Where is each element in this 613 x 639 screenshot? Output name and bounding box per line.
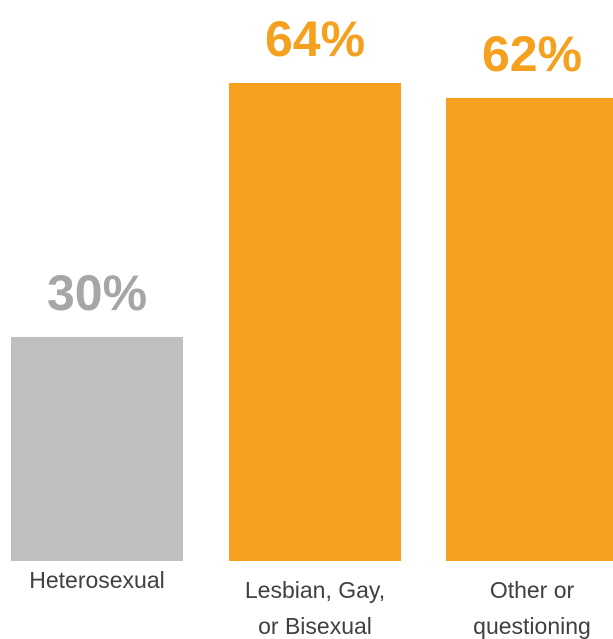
category-label-1-line-1: or Bisexual — [258, 613, 372, 639]
category-label-1: Lesbian, Gay, or Bisexual — [245, 577, 385, 639]
category-label-2-line-0: Other or — [490, 577, 575, 603]
category-label-2: Other or questioning — [473, 577, 591, 639]
category-labels-group: Heterosexual Lesbian, Gay, or Bisexual Othe… — [29, 567, 591, 639]
bars-group — [11, 83, 613, 561]
value-label-2: 62% — [482, 26, 582, 82]
value-label-1: 64% — [265, 11, 365, 67]
category-label-0: Heterosexual — [29, 567, 165, 593]
category-label-2-line-1: questioning — [473, 613, 591, 639]
bar-0 — [11, 336, 183, 561]
bar-2 — [446, 97, 613, 561]
value-labels-group: 30% 64% 62% — [47, 11, 582, 321]
value-label-0: 30% — [47, 265, 147, 321]
bar-1 — [229, 83, 401, 561]
category-label-0-line-0: Heterosexual — [29, 567, 165, 593]
category-label-1-line-0: Lesbian, Gay, — [245, 577, 385, 603]
